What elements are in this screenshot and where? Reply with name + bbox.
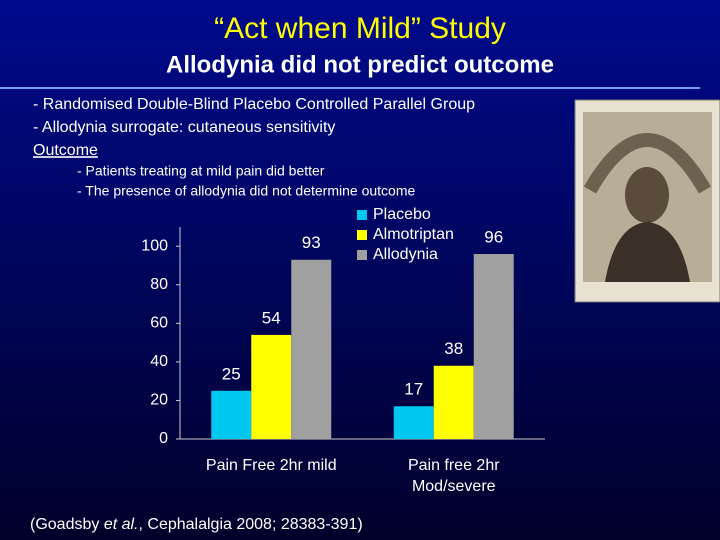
portrait xyxy=(574,99,720,303)
legend-swatch xyxy=(357,230,367,240)
x-tick-label: Pain free 2hr Mod/severe xyxy=(407,457,500,495)
value-label: 54 xyxy=(262,308,281,327)
bullet: - Allodynia surrogate: cutaneous sensiti… xyxy=(33,119,335,136)
legend-swatch xyxy=(357,210,367,220)
legend-label: Allodynia xyxy=(373,246,438,263)
citation-text: et al. xyxy=(104,516,139,533)
x-tick-label: Pain Free 2hr mild xyxy=(205,457,337,474)
bar xyxy=(211,390,252,439)
citation: (Goadsby et al., Cephalalgia 2008; 28383… xyxy=(30,516,363,533)
bar xyxy=(251,334,292,439)
citation-text: , Cephalalgia 2008; 28383-391) xyxy=(139,516,363,533)
bar xyxy=(433,365,474,439)
bar xyxy=(393,406,434,439)
legend-swatch xyxy=(357,250,367,260)
value-label: 25 xyxy=(222,364,241,383)
chart: 0 20 40 60 80 100 25 54 93 17 38 96 Placebo Almotript… xyxy=(141,206,545,447)
bullet: - Randomised Double-Blind Placebo Contro… xyxy=(33,96,475,113)
bar xyxy=(291,259,332,439)
value-label: 96 xyxy=(484,227,503,246)
sub-bullet: - Patients treating at mild pain did bet… xyxy=(77,163,325,179)
value-label: 38 xyxy=(444,339,463,358)
y-tick-label: 60 xyxy=(150,315,168,332)
legend-label: Almotriptan xyxy=(373,226,454,243)
citation-text: (Goadsby xyxy=(30,516,104,533)
y-tick-label: 20 xyxy=(150,392,168,409)
y-tick-label: 0 xyxy=(159,430,168,447)
legend-label: Placebo xyxy=(373,206,431,223)
y-tick-label: 80 xyxy=(150,276,168,293)
outcome-heading: Outcome xyxy=(33,142,98,159)
slide-title: “Act when Mild” Study xyxy=(214,12,506,45)
value-label: 93 xyxy=(302,233,321,252)
y-tick-label: 100 xyxy=(141,237,168,254)
bar xyxy=(473,253,514,439)
sub-bullet: - The presence of allodynia did not dete… xyxy=(77,183,415,199)
y-tick-label: 40 xyxy=(150,353,168,370)
value-label: 17 xyxy=(404,380,423,399)
slide-subtitle: Allodynia did not predict outcome xyxy=(166,51,554,78)
